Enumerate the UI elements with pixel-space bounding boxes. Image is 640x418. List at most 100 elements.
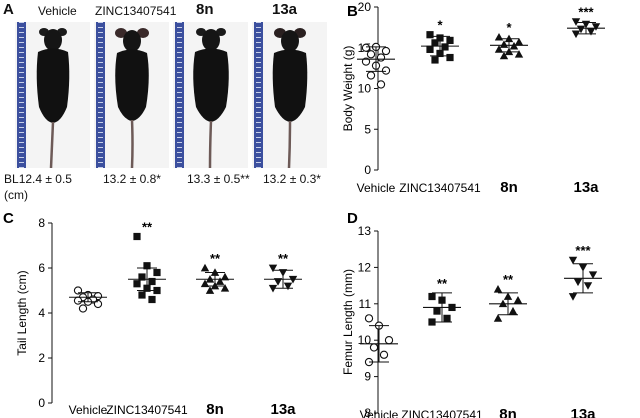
data-point bbox=[268, 264, 278, 273]
y-tick-label: 0 bbox=[38, 396, 45, 410]
y-tick-label: 20 bbox=[358, 0, 372, 14]
data-point bbox=[369, 343, 379, 352]
mouse-icon bbox=[36, 28, 70, 168]
x-category-label: Vehicle bbox=[360, 408, 399, 418]
x-category-label: 13a bbox=[570, 406, 596, 418]
data-point bbox=[366, 71, 376, 80]
data-point bbox=[153, 268, 161, 277]
data-point bbox=[215, 277, 225, 285]
data-point bbox=[446, 53, 454, 62]
data-point bbox=[573, 278, 583, 287]
y-tick-label: 13 bbox=[358, 224, 372, 238]
x-category-label: 8n bbox=[206, 401, 224, 418]
y-tick-label: 8 bbox=[364, 406, 371, 418]
y-axis-label: Tail Length (cm) bbox=[15, 270, 29, 355]
y-tick-label: 6 bbox=[38, 261, 45, 275]
data-point bbox=[376, 53, 386, 62]
y-axis-label: Body Weight (g) bbox=[341, 46, 355, 132]
data-point bbox=[379, 350, 389, 359]
data-point bbox=[376, 80, 386, 89]
data-point bbox=[364, 314, 374, 323]
mouse-photo-13a bbox=[252, 22, 327, 168]
ruler-icon bbox=[96, 22, 105, 168]
data-point bbox=[143, 262, 151, 270]
y-tick-label: 10 bbox=[358, 333, 372, 347]
panel-letter-b: B bbox=[347, 3, 358, 20]
data-point bbox=[514, 37, 524, 46]
y-tick-label: 12 bbox=[358, 260, 372, 274]
data-point bbox=[499, 40, 509, 48]
y-tick-label: 2 bbox=[38, 351, 45, 365]
data-point bbox=[583, 282, 593, 290]
data-point bbox=[205, 286, 215, 294]
panel-letter-c: C bbox=[3, 210, 14, 227]
data-point bbox=[441, 43, 449, 51]
data-point bbox=[514, 50, 524, 58]
chart-femur-length: D 8 9 10 11 12 13 Femur Length (mm) Vehicle ZINC1… bbox=[341, 210, 602, 418]
significance-label: *** bbox=[578, 5, 594, 20]
x-category-label: 13a bbox=[573, 179, 599, 196]
chart-tail-length: C 0 2 4 6 8 Tail Length (cm) VehicleZINC1340754… bbox=[3, 210, 302, 418]
mouse-icon bbox=[193, 28, 229, 168]
data-point bbox=[494, 32, 504, 41]
data-point bbox=[499, 51, 509, 60]
data-point bbox=[508, 306, 518, 315]
data-point bbox=[138, 291, 146, 299]
data-point bbox=[513, 295, 523, 304]
data-point bbox=[426, 45, 434, 53]
data-point bbox=[428, 292, 436, 301]
chart-body-weight: B05101520Body Weight (g)VehicleZINC13407… bbox=[341, 0, 605, 196]
data-point bbox=[220, 272, 230, 281]
data-point bbox=[381, 46, 391, 56]
x-category-label: Vehicle bbox=[357, 181, 396, 195]
data-point bbox=[273, 278, 283, 286]
data-point bbox=[568, 256, 578, 265]
data-point bbox=[493, 285, 503, 293]
body-length-13a: 13.2 ± 0.3* bbox=[263, 172, 321, 186]
data-point bbox=[138, 273, 146, 281]
data-point bbox=[494, 45, 504, 53]
x-category-label: ZINC13407541 bbox=[106, 403, 188, 417]
panel-letter-d: D bbox=[347, 210, 358, 227]
photo-header-vehicle: Vehicle bbox=[38, 4, 77, 18]
y-tick-label: 10 bbox=[358, 82, 372, 96]
body-length-vehicle: BL12.4 ± 0.5 bbox=[4, 172, 72, 186]
significance-label: ** bbox=[210, 251, 221, 266]
photo-header-13a: 13a bbox=[272, 1, 298, 18]
data-point bbox=[133, 232, 141, 241]
y-tick-label: 11 bbox=[359, 297, 372, 311]
data-point bbox=[73, 296, 83, 305]
data-point bbox=[381, 66, 391, 75]
data-point bbox=[591, 23, 601, 31]
significance-label: * bbox=[437, 18, 443, 33]
data-point bbox=[576, 25, 586, 34]
mouse-photo-vehicle bbox=[15, 22, 90, 168]
data-point bbox=[200, 279, 210, 288]
mouse-icon bbox=[272, 28, 308, 168]
x-category-label: ZINC13407541 bbox=[399, 181, 481, 195]
body-length-zinc: 13.2 ± 0.8* bbox=[103, 172, 161, 186]
photo-header-8n: 8n bbox=[196, 1, 214, 18]
data-point bbox=[200, 263, 210, 272]
data-point bbox=[493, 314, 503, 322]
significance-label: ** bbox=[503, 272, 514, 287]
significance-label: * bbox=[506, 20, 512, 35]
data-point bbox=[426, 31, 434, 39]
body-length-unit: (cm) bbox=[4, 188, 28, 202]
mouse-photo-8n bbox=[173, 22, 248, 168]
data-point bbox=[568, 293, 578, 301]
mouse-photo-zinc bbox=[94, 22, 169, 168]
data-point bbox=[148, 277, 156, 286]
data-point bbox=[586, 28, 596, 36]
data-point bbox=[283, 282, 293, 291]
data-point bbox=[133, 280, 141, 288]
photo-header-zinc: ZINC13407541 bbox=[95, 4, 177, 18]
panel-a-photos: A Vehicle ZINC13407541 8n 13a bbox=[0, 0, 335, 205]
ruler-icon bbox=[175, 22, 184, 168]
data-point bbox=[433, 307, 441, 315]
x-category-label: 8n bbox=[499, 406, 517, 418]
data-point bbox=[431, 39, 439, 47]
data-point bbox=[78, 304, 88, 313]
data-point bbox=[446, 36, 454, 45]
significance-label: ** bbox=[142, 220, 153, 235]
